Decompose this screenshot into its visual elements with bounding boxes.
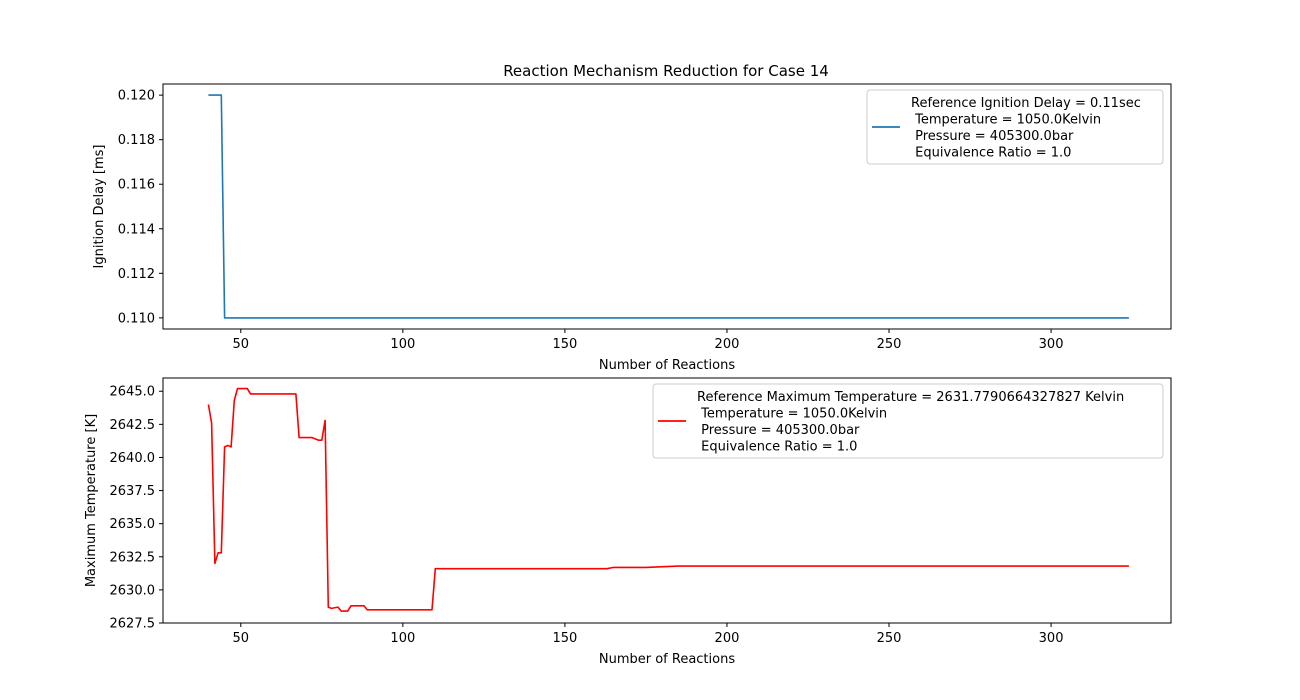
ignition-delay-chart: 50 100 150 200 250 300 0.110 0.112 0.114 0.116 0.1… xyxy=(92,83,1172,373)
y-tick-label: 2627.5 xyxy=(110,617,156,632)
legend-line: Pressure = 405300.0bar xyxy=(911,129,1074,144)
legend-line: Temperature = 1050.0Kelvin xyxy=(911,113,1101,128)
legend-line: Equivalence Ratio = 1.0 xyxy=(911,146,1071,161)
y-tick-label: 2632.5 xyxy=(110,550,156,565)
x-tick-label: 150 xyxy=(552,631,577,646)
legend-line: Reference Maximum Temperature = 2631.779… xyxy=(697,390,1124,405)
series-line-ignition-delay xyxy=(208,94,1129,319)
legend-label: Reference Maximum Temperature = 2631.779… xyxy=(697,390,1124,455)
axes-frame xyxy=(162,377,1172,624)
y-tick-label: 0.116 xyxy=(118,178,155,193)
series-line-maximum-temperature xyxy=(207,387,1129,612)
y-axis-label: Maximum Temperature [K] xyxy=(84,414,99,587)
x-tick-label: 100 xyxy=(390,337,415,352)
y-tick-label: 0.112 xyxy=(118,267,155,282)
y-tick-label: 2637.5 xyxy=(110,484,156,499)
legend-line: Temperature = 1050.0Kelvin xyxy=(697,407,887,422)
y-tick-label: 0.118 xyxy=(118,133,155,148)
y-axis-label: Ignition Delay [ms] xyxy=(92,145,107,269)
legend-box xyxy=(866,89,1164,165)
legend-line: Reference Ignition Delay = 0.11sec xyxy=(911,96,1141,111)
x-tick-label: 300 xyxy=(1039,337,1064,352)
figure-title: Reaction Mechanism Reduction for Case 14 xyxy=(503,62,829,80)
legend: Reference Ignition Delay = 0.11sec Tempe… xyxy=(866,89,1164,165)
y-tick-label: 2645.0 xyxy=(110,385,156,400)
y-tick-label: 2640.0 xyxy=(110,451,156,466)
legend-box xyxy=(652,383,1164,459)
legend-label: Reference Ignition Delay = 0.11sec Tempe… xyxy=(911,96,1141,161)
y-tick-label: 0.110 xyxy=(118,311,155,326)
x-tick-label: 50 xyxy=(233,337,250,352)
legend: Reference Maximum Temperature = 2631.779… xyxy=(652,383,1164,459)
x-tick-label: 200 xyxy=(715,631,740,646)
axes-frame xyxy=(162,83,1172,330)
x-tick-label: 50 xyxy=(233,631,250,646)
x-axis-label: Number of Reactions xyxy=(599,652,735,667)
y-tick-label: 2630.0 xyxy=(110,583,156,598)
y-tick-label: 0.120 xyxy=(118,89,155,104)
x-tick-label: 250 xyxy=(877,337,902,352)
legend-line: Pressure = 405300.0bar xyxy=(697,423,860,438)
y-tick-label: 2635.0 xyxy=(110,517,156,532)
x-tick-label: 300 xyxy=(1039,631,1064,646)
legend-line: Equivalence Ratio = 1.0 xyxy=(697,440,857,455)
maximum-temperature-chart: 50 100 150 200 250 300 2627.5 2630.0 2632.5 2635.… xyxy=(84,377,1172,667)
x-tick-label: 250 xyxy=(877,631,902,646)
y-tick-label: 2642.5 xyxy=(110,418,156,433)
x-tick-label: 100 xyxy=(390,631,415,646)
y-tick-label: 0.114 xyxy=(118,222,155,237)
x-tick-label: 150 xyxy=(552,337,577,352)
x-axis-label: Number of Reactions xyxy=(599,358,735,373)
x-tick-label: 200 xyxy=(715,337,740,352)
